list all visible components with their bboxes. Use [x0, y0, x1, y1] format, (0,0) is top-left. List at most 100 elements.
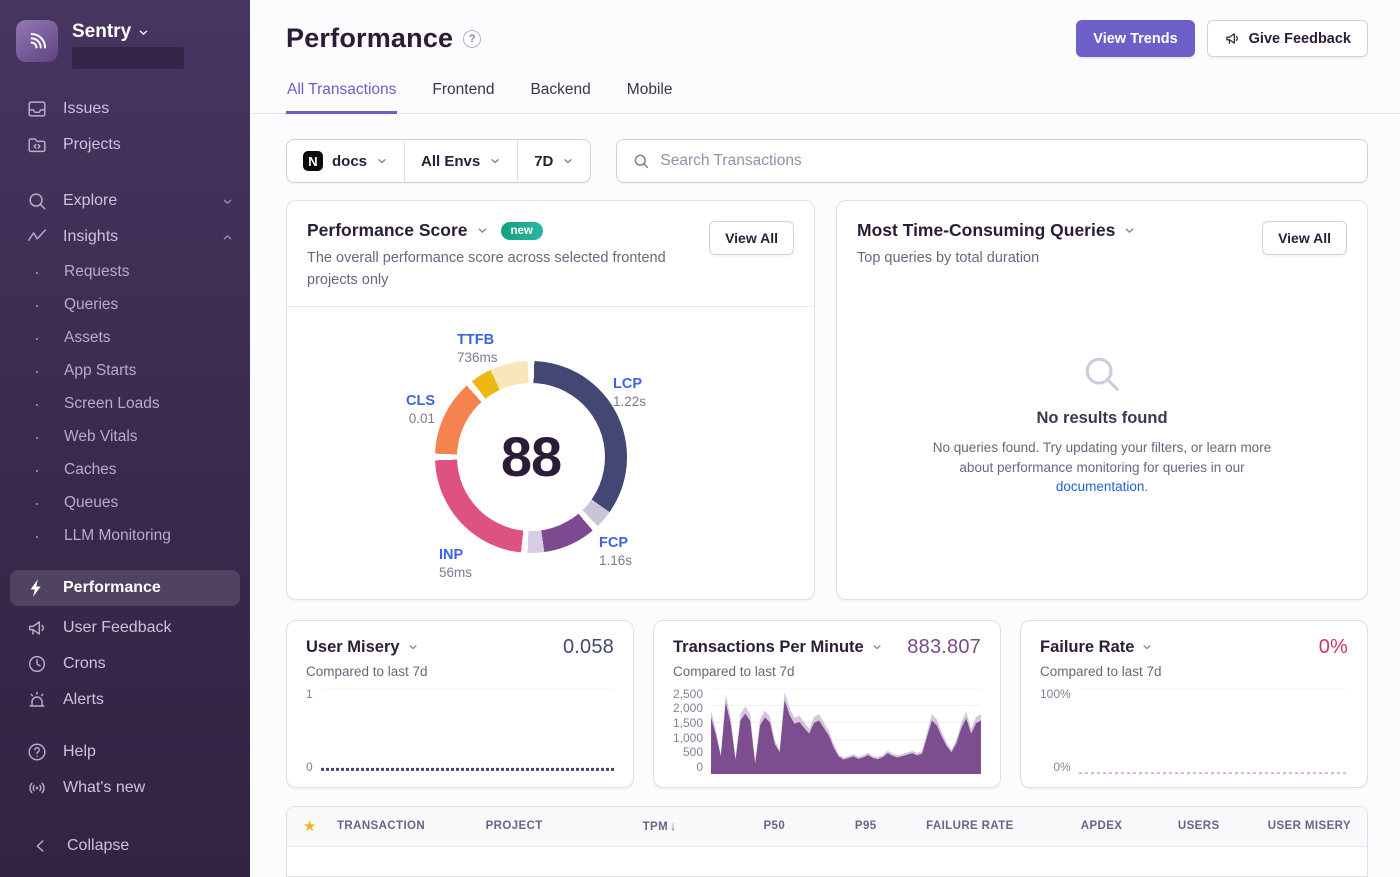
page-title: Performance: [286, 23, 454, 53]
column-header-users[interactable]: USERS: [1177, 820, 1220, 833]
sidebar-item-what-s-new[interactable]: What's new: [0, 770, 250, 806]
column-header-project[interactable]: PROJECT: [485, 820, 543, 833]
page-header: Performance ? View Trends Give Feedback: [286, 20, 1368, 57]
sidebar-item-assets[interactable]: · Assets: [34, 327, 111, 348]
chevron-down-icon[interactable]: [1123, 224, 1136, 237]
documentation-link[interactable]: documentation: [1055, 479, 1145, 495]
transactions-per-minute-card: Transactions Per Minute 883.807 Compared…: [653, 619, 1001, 788]
project-filter[interactable]: N docs: [287, 140, 404, 182]
sentry-logo-icon[interactable]: [16, 20, 58, 62]
chevron-down-icon[interactable]: [407, 641, 419, 653]
tab-all-transactions[interactable]: All Transactions: [286, 75, 398, 114]
tab-frontend[interactable]: Frontend: [432, 81, 495, 98]
feedback-icon: [26, 617, 48, 639]
user-misery-chart[interactable]: [321, 688, 614, 774]
view-trends-button[interactable]: View Trends: [1076, 20, 1195, 57]
card-description: Top queries by total duration: [857, 250, 1040, 266]
sidebar-item-user-feedback[interactable]: User Feedback: [0, 610, 250, 646]
vital-cls[interactable]: CLS 0.01: [406, 392, 435, 427]
column-header-p95[interactable]: P95: [854, 820, 877, 833]
sidebar: Sentry Issues Projects Explore Insights · Req…: [0, 0, 250, 877]
alerts-icon: [26, 689, 48, 711]
sidebar-item-alerts[interactable]: Alerts: [0, 682, 250, 718]
sidebar-item-queues[interactable]: · Queues: [34, 492, 119, 513]
sort-desc-icon: ↓: [670, 819, 677, 834]
tab-backend[interactable]: Backend: [530, 81, 591, 98]
crons-icon: [26, 653, 48, 675]
column-header-transaction[interactable]: TRANSACTION: [337, 820, 426, 833]
column-header-user-misery[interactable]: USER MISERY: [1267, 820, 1351, 833]
view-all-button[interactable]: View All: [709, 221, 794, 255]
vital-lcp[interactable]: LCP 1.22s: [613, 375, 647, 410]
empty-state-body: No queries found. Try updating your filt…: [932, 440, 1272, 495]
tpm-chart[interactable]: [711, 688, 981, 774]
user-misery-value: 0.058: [562, 635, 614, 658]
sidebar-item-projects[interactable]: Projects: [0, 127, 250, 163]
performance-icon: [26, 577, 48, 599]
card-title[interactable]: User Misery: [306, 637, 400, 656]
card-title[interactable]: Most Time-Consuming Queries: [857, 220, 1116, 240]
score-donut[interactable]: 88: [435, 360, 627, 553]
vital-ttfb[interactable]: TTFB 736ms: [457, 331, 498, 366]
sidebar-item-screen-loads[interactable]: · Screen Loads: [34, 393, 160, 414]
vital-fcp[interactable]: FCP 1.16s: [599, 534, 633, 569]
column-header-failure-rate[interactable]: FAILURE RATE: [926, 820, 1014, 833]
sidebar-item-requests[interactable]: · Requests: [34, 261, 130, 282]
nextjs-platform-icon: N: [303, 151, 323, 171]
sidebar-item-llm-monitoring[interactable]: · LLM Monitoring: [34, 525, 171, 546]
search-input[interactable]: [660, 152, 1352, 170]
chevron-down-icon[interactable]: [476, 224, 489, 237]
view-all-button[interactable]: View All: [1262, 221, 1347, 255]
sidebar-item-caches[interactable]: · Caches: [34, 459, 117, 480]
give-feedback-button[interactable]: Give Feedback: [1206, 20, 1368, 57]
failure-rate-value: 0%: [1318, 635, 1348, 658]
insights-icon: [26, 226, 48, 248]
sidebar-item-performance[interactable]: Performance: [10, 570, 240, 606]
card-title[interactable]: Transactions Per Minute: [673, 637, 864, 656]
sidebar-bottom: Collapse: [0, 825, 250, 861]
sidebar-item-issues[interactable]: Issues: [0, 91, 250, 127]
sidebar-item-help[interactable]: Help: [0, 734, 250, 770]
chevron-up-icon: [223, 234, 232, 239]
filter-bar: N docs All Envs 7D: [286, 139, 1368, 183]
chevron-down-icon[interactable]: [1141, 641, 1153, 653]
sidebar-nav: Issues Projects Explore Insights · Requests · Q…: [0, 91, 250, 806]
issues-icon: [26, 98, 48, 120]
column-header-tpm[interactable]: TPM ↓: [642, 819, 677, 834]
sidebar-item-crons[interactable]: Crons: [0, 646, 250, 682]
help-icon: [26, 741, 48, 763]
column-header-apdex[interactable]: APDEX: [1080, 820, 1123, 833]
help-icon[interactable]: ?: [463, 29, 482, 48]
main-content: Performance ? View Trends Give Feedback …: [250, 0, 1400, 877]
column-header-p50[interactable]: P50: [763, 820, 786, 833]
megaphone-icon: [1225, 33, 1238, 44]
tab-mobile[interactable]: Mobile: [626, 81, 673, 98]
search-empty-icon: [1085, 357, 1119, 391]
org-switcher[interactable]: Sentry: [0, 14, 250, 73]
card-title[interactable]: Performance Score: [307, 220, 468, 240]
star-column-icon[interactable]: ★: [303, 818, 317, 836]
chevron-down-icon: [378, 159, 386, 164]
sidebar-item-explore[interactable]: Explore: [0, 183, 250, 219]
empty-state: No results found No queries found. Try u…: [837, 351, 1367, 497]
brand-name: Sentry: [72, 21, 132, 42]
environment-filter[interactable]: All Envs: [404, 140, 517, 182]
sidebar-item-queries[interactable]: · Queries: [34, 294, 119, 315]
failure-rate-chart[interactable]: [1079, 688, 1348, 774]
search-icon: [635, 154, 649, 169]
chevron-down-icon[interactable]: [871, 641, 883, 653]
failure-rate-card: Failure Rate 0% Compared to last 7d 100%…: [1020, 619, 1368, 788]
sidebar-item-app-starts[interactable]: · App Starts: [34, 360, 137, 381]
sidebar-item-insights[interactable]: Insights: [0, 219, 250, 255]
performance-score-ring-chart[interactable]: 88 TTFB 736ms LCP 1.22s CLS 0.01: [287, 307, 814, 599]
vital-inp[interactable]: INP 56ms: [439, 546, 473, 581]
card-title[interactable]: Failure Rate: [1040, 637, 1135, 656]
sidebar-item-collapse[interactable]: Collapse: [0, 825, 250, 861]
sidebar-item-web-vitals[interactable]: · Web Vitals: [34, 426, 138, 447]
transactions-table-header: ★ TRANSACTION PROJECT TPM ↓ P50 P95 FAILURE RAT…: [287, 806, 1367, 847]
transaction-search[interactable]: [616, 139, 1368, 183]
page-filters: N docs All Envs 7D: [286, 139, 592, 183]
search-icon: [26, 190, 48, 212]
date-range-filter[interactable]: 7D: [517, 140, 590, 182]
